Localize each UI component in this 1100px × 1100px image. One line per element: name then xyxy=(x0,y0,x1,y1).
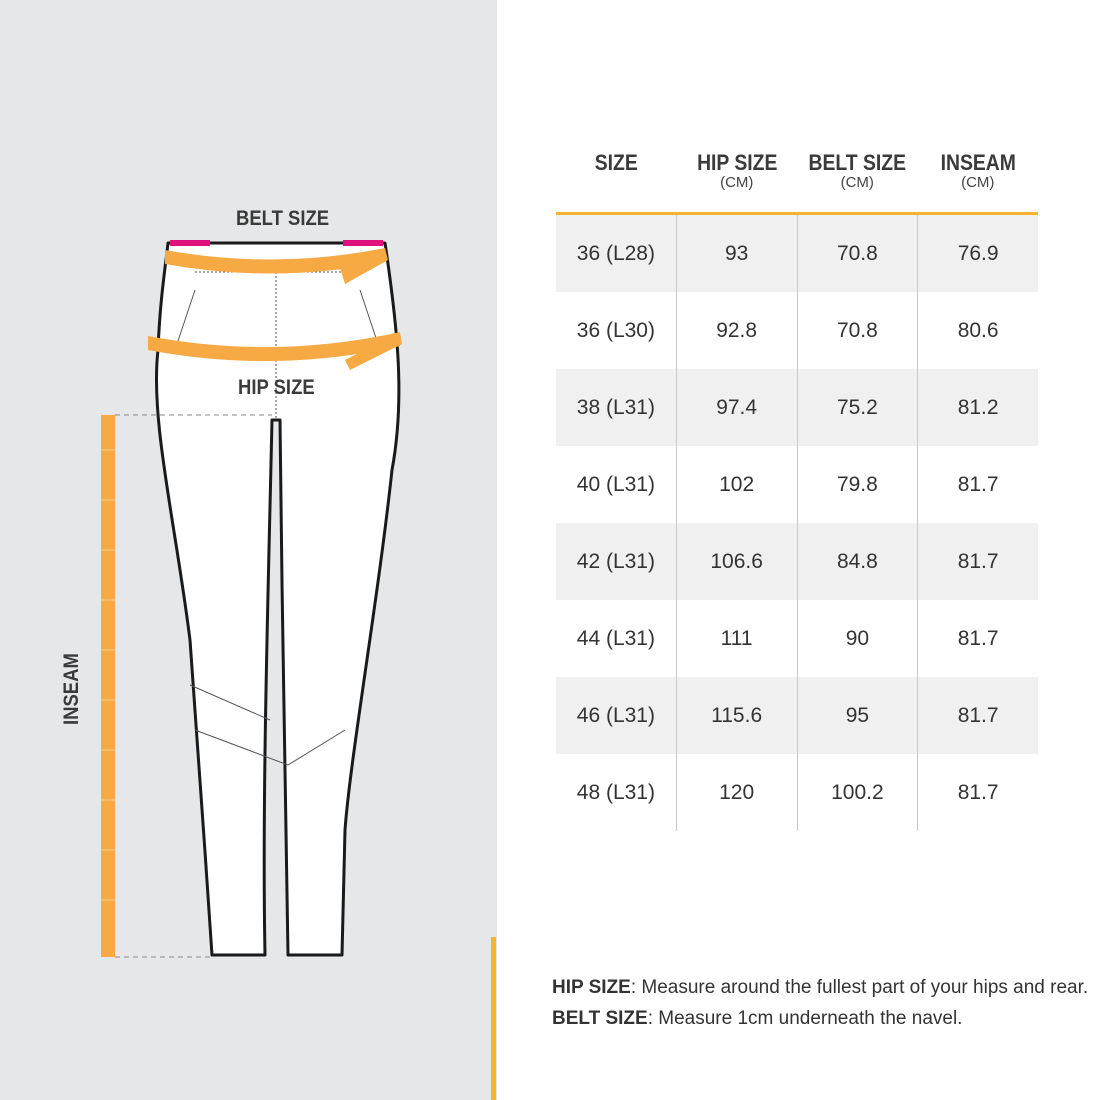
table-cell: 46 (L31) xyxy=(576,703,655,727)
accent-bar xyxy=(491,937,496,1100)
table-cell: 102 xyxy=(675,446,797,523)
table-cell: 70.8 xyxy=(796,215,918,292)
table-row: 48 (L31) 120 100.2 81.7 xyxy=(556,754,1038,831)
table-row: 38 (L31) 97.4 75.2 81.2 xyxy=(556,369,1038,446)
pants-outline xyxy=(154,241,401,957)
table-cell: 36 (L28) xyxy=(576,241,655,265)
table-row: 46 (L31) 115.6 95 81.7 xyxy=(556,677,1038,754)
belt-size-label: BELT SIZE xyxy=(236,207,330,230)
table-cell: 40 (L31) xyxy=(576,472,655,496)
table-row: 42 (L31) 106.6 84.8 81.7 xyxy=(556,523,1038,600)
note-belt: BELT SIZE: Measure 1cm underneath the na… xyxy=(552,1008,963,1029)
table-cell: 44 (L31) xyxy=(576,626,655,650)
table-cell: 36 (L30) xyxy=(576,318,655,342)
table-cell: 79.8 xyxy=(796,446,918,523)
table-cell: 111 xyxy=(675,600,797,677)
table-cell: 81.7 xyxy=(917,446,1038,523)
table-cell: 80.6 xyxy=(917,292,1038,369)
table-cell: 93 xyxy=(675,215,797,292)
header-inseam: INSEAM (CM) xyxy=(940,150,1016,191)
waistband-left xyxy=(170,240,210,246)
inseam-label: INSEAM xyxy=(60,653,83,725)
table-cell: 38 (L31) xyxy=(576,395,655,419)
pants-diagram xyxy=(101,240,402,958)
belt-tape xyxy=(165,248,385,274)
table-cell: 42 (L31) xyxy=(576,549,655,573)
header-belt-size: BELT SIZE (CM) xyxy=(808,150,907,191)
table-cell: 92.8 xyxy=(675,292,797,369)
table-cell: 97.4 xyxy=(675,369,797,446)
table-cell: 81.7 xyxy=(917,523,1038,600)
table-cell: 90 xyxy=(796,600,918,677)
table-cell: 95 xyxy=(796,677,918,754)
table-row: 36 (L30) 92.8 70.8 80.6 xyxy=(556,292,1038,369)
table-cell: 100.2 xyxy=(796,754,918,831)
table-row: 44 (L31) 111 90 81.7 xyxy=(556,600,1038,677)
table-cell: 81.7 xyxy=(917,600,1038,677)
table-cell: 84.8 xyxy=(796,523,918,600)
size-table: SIZE HIP SIZE (CM) BELT SIZE (CM) INSEAM (C… xyxy=(556,150,1038,831)
table-cell: 120 xyxy=(675,754,797,831)
table-row: 36 (L28) 93 70.8 76.9 xyxy=(556,215,1038,292)
table-cell: 106.6 xyxy=(675,523,797,600)
table-cell: 76.9 xyxy=(917,215,1038,292)
note-hip: HIP SIZE: Measure around the fullest par… xyxy=(552,977,1089,998)
hip-tape xyxy=(148,332,400,362)
table-header: SIZE HIP SIZE (CM) BELT SIZE (CM) INSEAM (C… xyxy=(556,150,1038,215)
hip-size-label: HIP SIZE xyxy=(238,376,315,399)
waistband-right xyxy=(343,240,383,246)
table-cell: 48 (L31) xyxy=(576,780,655,804)
table-cell: 70.8 xyxy=(796,292,918,369)
header-size: SIZE xyxy=(594,150,638,175)
table-row: 40 (L31) 102 79.8 81.7 xyxy=(556,446,1038,523)
table-cell: 81.2 xyxy=(917,369,1038,446)
table-cell: 81.7 xyxy=(917,677,1038,754)
table-cell: 75.2 xyxy=(796,369,918,446)
measurement-notes: HIP SIZE: Measure around the fullest par… xyxy=(552,972,1088,1034)
table-cell: 115.6 xyxy=(675,677,797,754)
inseam-ruler xyxy=(101,415,115,957)
table-cell: 81.7 xyxy=(917,754,1038,831)
header-hip-size: HIP SIZE (CM) xyxy=(696,150,777,191)
